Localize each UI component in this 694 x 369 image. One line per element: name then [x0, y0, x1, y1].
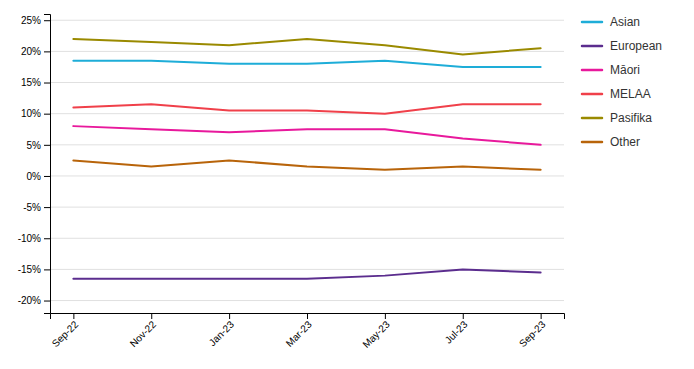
y-tick-mark: [44, 238, 50, 239]
y-tick: -20%: [18, 295, 50, 306]
lines: [73, 39, 540, 279]
x-tick-label: Mar-23: [284, 318, 314, 348]
x-tick-mark: [463, 313, 464, 319]
grid: [50, 20, 564, 300]
y-tick-mark: [44, 207, 50, 208]
series-line: [73, 61, 540, 67]
series-line: [73, 160, 540, 169]
x-tick-label: Sep-22: [50, 318, 81, 349]
y-tick-label: 10%: [21, 108, 41, 119]
x-tick-mark: [541, 313, 542, 319]
legend-label: European: [610, 39, 662, 53]
x-tick: Jul-23: [443, 313, 470, 346]
y-axis-line: [44, 15, 51, 314]
y-tick-mark: [44, 20, 50, 21]
y-tick: 20%: [21, 46, 50, 57]
legend-item: Māori: [582, 63, 640, 77]
y-tick: 10%: [21, 108, 50, 119]
y-tick-mark: [44, 114, 50, 115]
y-tick-mark: [44, 83, 50, 84]
y-tick-label: 5%: [27, 140, 42, 151]
legend-swatch: [582, 117, 602, 120]
y-tick-label: 20%: [21, 46, 41, 57]
y-tick-mark: [44, 145, 50, 146]
y-tick-label: -5%: [23, 202, 41, 213]
grid-line: [50, 144, 564, 145]
y-tick: -5%: [23, 202, 50, 213]
x-tick-label: May-23: [360, 318, 392, 350]
legend-item: European: [582, 39, 662, 53]
legend-label: Asian: [610, 15, 640, 29]
legend-item: Other: [582, 135, 640, 149]
y-tick-mark: [44, 301, 50, 302]
legend: Asian European Māori MELAA Pasifika Other: [582, 15, 662, 149]
x-tick-label: Nov-22: [128, 318, 159, 349]
y-tick: 5%: [27, 140, 50, 151]
y-tick-label: 0%: [27, 171, 42, 182]
series-line: [73, 269, 540, 278]
series-line: [73, 39, 540, 55]
x-axis-line: [51, 314, 565, 320]
series-line: [73, 126, 540, 145]
legend-swatch: [582, 93, 602, 96]
y-tick: 15%: [21, 77, 50, 88]
legend-swatch: [582, 45, 602, 48]
y-tick: -10%: [18, 233, 50, 244]
y-tick: 25%: [21, 15, 50, 26]
legend-label: MELAA: [610, 87, 651, 101]
legend-label: Other: [610, 135, 640, 149]
grid-line: [50, 175, 564, 176]
legend-swatch: [582, 69, 602, 72]
grid-line: [50, 113, 564, 114]
y-tick-label: -10%: [18, 233, 41, 244]
chart-svg: -20% -15% -10% -5% 0% 5% 10% 15% 20% 25% Sep-22 Nov…: [0, 0, 694, 369]
x-tick: Sep-22: [50, 313, 81, 349]
y-tick: 0%: [27, 171, 50, 182]
series-line: [73, 104, 540, 113]
x-tick: Jan-23: [207, 313, 237, 348]
legend-item: Asian: [582, 15, 640, 29]
plot-area: -20% -15% -10% -5% 0% 5% 10% 15% 20% 25% Sep-22 Nov…: [18, 15, 565, 351]
grid-line: [50, 207, 564, 208]
y-tick-label: -15%: [18, 264, 41, 275]
y-tick: -15%: [18, 264, 50, 275]
x-tick-label: Jan-23: [207, 318, 237, 348]
x-tick-label: Sep-23: [517, 318, 548, 349]
grid-line: [50, 20, 564, 21]
legend-swatch: [582, 141, 602, 144]
x-tick-mark: [307, 313, 308, 319]
x-tick: Nov-22: [128, 313, 159, 349]
x-tick-mark: [73, 313, 74, 319]
legend-label: Māori: [610, 63, 640, 77]
legend-item: MELAA: [582, 87, 651, 101]
x-tick-mark: [229, 313, 230, 319]
chart-container: -20% -15% -10% -5% 0% 5% 10% 15% 20% 25% Sep-22 Nov…: [0, 0, 694, 369]
x-tick-label: Jul-23: [443, 318, 470, 345]
grid-line: [50, 300, 564, 301]
x-tick-mark: [151, 313, 152, 319]
x-tick: Sep-23: [517, 313, 548, 349]
y-tick-mark: [44, 269, 50, 270]
x-tick: May-23: [360, 313, 392, 350]
y-tick-label: 25%: [21, 15, 41, 26]
legend-label: Pasifika: [610, 111, 652, 125]
x-tick-mark: [385, 313, 386, 319]
y-axis: -20% -15% -10% -5% 0% 5% 10% 15% 20% 25%: [18, 15, 51, 314]
x-axis: Sep-22 Nov-22 Jan-23 Mar-23 May-23 Jul-23 Sep-…: [50, 313, 565, 350]
legend-swatch: [582, 21, 602, 24]
y-tick-label: -20%: [18, 295, 41, 306]
x-tick: Mar-23: [284, 313, 314, 349]
y-tick-mark: [44, 51, 50, 52]
grid-line: [50, 82, 564, 83]
grid-line: [50, 238, 564, 239]
y-tick-label: 15%: [21, 77, 41, 88]
legend-item: Pasifika: [582, 111, 652, 125]
y-tick-mark: [44, 176, 50, 177]
